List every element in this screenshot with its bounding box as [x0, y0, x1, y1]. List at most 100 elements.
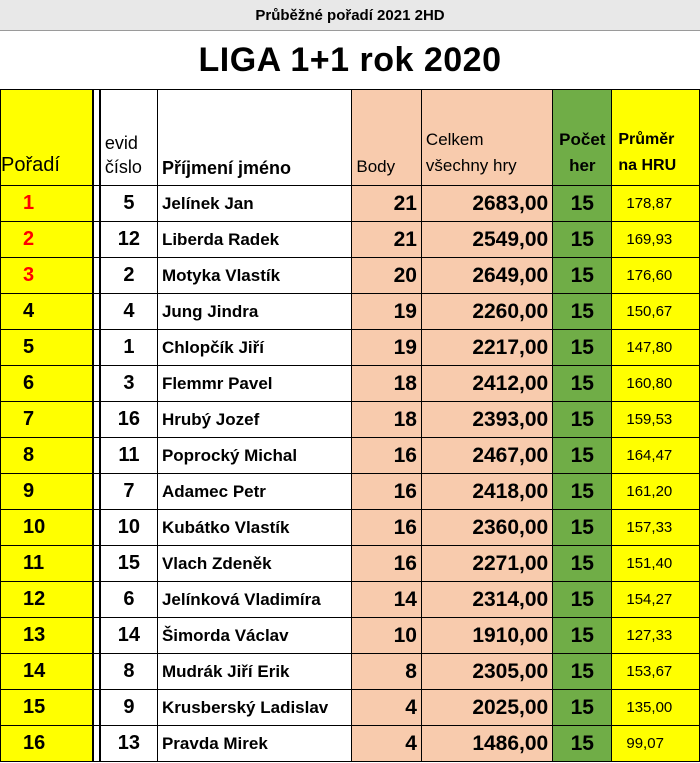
header-evid-line2: číslo	[104, 157, 142, 177]
average-cell: 157,33	[611, 509, 700, 546]
table-row: 9 7 Adamec Petr 16 2418,00 15 161,20	[0, 473, 700, 510]
name-cell: Adamec Petr	[156, 473, 353, 510]
name-cell: Poprocký Michal	[156, 437, 353, 474]
rank-cell: 6	[0, 365, 94, 402]
total-cell: 2412,00	[420, 365, 554, 402]
total-cell: 1486,00	[420, 725, 554, 762]
games-cell: 15	[552, 473, 613, 510]
standings-table: Pořadí evid číslo Příjmení jméno Body Ce…	[0, 89, 700, 762]
table-row: 5 1 Chlopčík Jiří 19 2217,00 15 147,80	[0, 329, 700, 366]
rank-cell: 12	[0, 581, 94, 618]
average-cell: 127,33	[611, 617, 700, 654]
evid-cell: 9	[99, 689, 158, 726]
games-cell: 15	[552, 509, 613, 546]
total-cell: 2271,00	[420, 545, 554, 582]
rank-cell: 7	[0, 401, 94, 438]
name-cell: Krusberský Ladislav	[156, 689, 353, 726]
evid-cell: 14	[99, 617, 158, 654]
games-cell: 15	[552, 581, 613, 618]
points-cell: 20	[351, 257, 422, 294]
table-row: 16 13 Pravda Mirek 4 1486,00 15 99,07	[0, 725, 700, 762]
table-row: 14 8 Mudrák Jiří Erik 8 2305,00 15 153,67	[0, 653, 700, 690]
total-cell: 2649,00	[420, 257, 554, 294]
name-cell: Kubátko Vlastík	[156, 509, 353, 546]
total-cell: 2305,00	[420, 653, 554, 690]
points-cell: 10	[351, 617, 422, 654]
table-row: 8 11 Poprocký Michal 16 2467,00 15 164,47	[0, 437, 700, 474]
table-row: 10 10 Kubátko Vlastík 16 2360,00 15 157,33	[0, 509, 700, 546]
header-evid: evid číslo	[99, 89, 158, 186]
header-average-line1: Průměr	[618, 131, 675, 148]
header-games-line2: her	[569, 156, 596, 175]
header-total-line2: všechny hry	[425, 156, 517, 175]
evid-cell: 4	[99, 293, 158, 330]
average-cell: 169,93	[611, 221, 700, 258]
average-cell: 147,80	[611, 329, 700, 366]
points-cell: 16	[351, 437, 422, 474]
total-cell: 2467,00	[420, 437, 554, 474]
table-row: 11 15 Vlach Zdeněk 16 2271,00 15 151,40	[0, 545, 700, 582]
points-cell: 21	[351, 185, 422, 222]
evid-cell: 16	[99, 401, 158, 438]
average-cell: 153,67	[611, 653, 700, 690]
header-total-line1: Celkem	[425, 130, 484, 149]
games-cell: 15	[552, 293, 613, 330]
total-cell: 2418,00	[420, 473, 554, 510]
page-title: LIGA 1+1 rok 2020	[198, 40, 502, 79]
name-cell: Jelínek Jan	[156, 185, 353, 222]
points-cell: 4	[351, 689, 422, 726]
average-cell: 164,47	[611, 437, 700, 474]
rank-cell: 5	[0, 329, 94, 366]
rank-cell: 16	[0, 725, 94, 762]
total-cell: 2393,00	[420, 401, 554, 438]
rank-cell: 9	[0, 473, 94, 510]
evid-cell: 12	[99, 221, 158, 258]
evid-cell: 2	[99, 257, 158, 294]
table-row: 13 14 Šimorda Václav 10 1910,00 15 127,33	[0, 617, 700, 654]
games-cell: 15	[552, 689, 613, 726]
games-cell: 15	[552, 185, 613, 222]
points-cell: 8	[351, 653, 422, 690]
header-row: Pořadí evid číslo Příjmení jméno Body Ce…	[0, 89, 700, 186]
points-cell: 14	[351, 581, 422, 618]
name-cell: Liberda Radek	[156, 221, 353, 258]
total-cell: 2217,00	[420, 329, 554, 366]
standings-body: 1 5 Jelínek Jan 21 2683,00 15 178,87 2 12 Liberda…	[0, 185, 700, 762]
header-average: Průměr na HRU	[611, 89, 700, 186]
evid-cell: 6	[99, 581, 158, 618]
rank-cell: 13	[0, 617, 94, 654]
evid-cell: 1	[99, 329, 158, 366]
table-row: 6 3 Flemmr Pavel 18 2412,00 15 160,80	[0, 365, 700, 402]
table-row: 2 12 Liberda Radek 21 2549,00 15 169,93	[0, 221, 700, 258]
rank-cell: 14	[0, 653, 94, 690]
games-cell: 15	[552, 257, 613, 294]
table-row: 15 9 Krusberský Ladislav 4 2025,00 15 135,00	[0, 689, 700, 726]
rank-cell: 3	[0, 257, 94, 294]
average-cell: 154,27	[611, 581, 700, 618]
evid-cell: 7	[99, 473, 158, 510]
rank-cell: 11	[0, 545, 94, 582]
name-cell: Šimorda Václav	[156, 617, 353, 654]
evid-cell: 15	[99, 545, 158, 582]
header-games: Počet her	[552, 89, 613, 186]
total-cell: 1910,00	[420, 617, 554, 654]
games-cell: 15	[552, 401, 613, 438]
games-cell: 15	[552, 365, 613, 402]
rank-cell: 4	[0, 293, 94, 330]
table-row: 3 2 Motyka Vlastík 20 2649,00 15 176,60	[0, 257, 700, 294]
header-rank: Pořadí	[0, 89, 94, 186]
name-cell: Flemmr Pavel	[156, 365, 353, 402]
average-cell: 150,67	[611, 293, 700, 330]
total-cell: 2260,00	[420, 293, 554, 330]
evid-cell: 10	[99, 509, 158, 546]
name-cell: Jelínková Vladimíra	[156, 581, 353, 618]
name-cell: Hrubý Jozef	[156, 401, 353, 438]
header-total: Celkem všechny hry	[420, 89, 554, 186]
table-row: 4 4 Jung Jindra 19 2260,00 15 150,67	[0, 293, 700, 330]
rank-cell: 1	[0, 185, 94, 222]
points-cell: 16	[351, 473, 422, 510]
average-cell: 159,53	[611, 401, 700, 438]
total-cell: 2025,00	[420, 689, 554, 726]
rank-cell: 8	[0, 437, 94, 474]
points-cell: 19	[351, 293, 422, 330]
